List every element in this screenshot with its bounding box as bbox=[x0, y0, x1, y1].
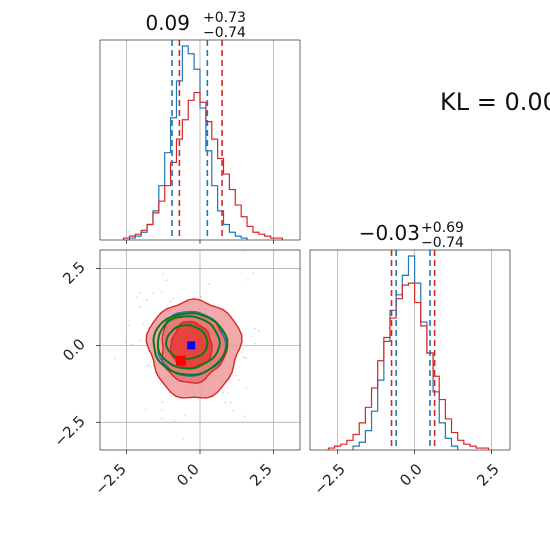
marginal-1-title-lower: −0.74 bbox=[203, 25, 246, 41]
joint-scatter-point bbox=[245, 387, 248, 390]
joint-scatter-point bbox=[243, 250, 246, 252]
joint-scatter-point bbox=[234, 374, 237, 377]
joint-scatter-point bbox=[250, 335, 253, 338]
joint-scatter-point bbox=[139, 305, 142, 308]
joint-scatter-point bbox=[200, 295, 202, 298]
joint-scatter-point bbox=[243, 356, 245, 359]
joint-xtick-label-1: −2.5 bbox=[91, 460, 129, 498]
joint-scatter-point bbox=[300, 347, 302, 349]
marginal-2-xtick-label-3: 2.5 bbox=[473, 460, 503, 490]
joint-scatter-point bbox=[184, 496, 186, 498]
joint-scatter-point bbox=[246, 278, 249, 281]
joint-scatter-point bbox=[171, 297, 174, 300]
marginal-1-title-upper: +0.73 bbox=[203, 10, 246, 26]
marginal-2-title-lower: −0.74 bbox=[421, 235, 464, 251]
joint-scatter-point bbox=[182, 437, 184, 440]
joint-xtick-label-3: 2.5 bbox=[246, 460, 276, 490]
joint-scatter-point bbox=[227, 379, 230, 382]
joint-green-contour-2 bbox=[165, 324, 209, 361]
joint-scatter-point bbox=[125, 365, 128, 368]
joint-scatter-point bbox=[229, 401, 232, 404]
joint-scatter-point bbox=[161, 291, 163, 294]
joint-scatter-point bbox=[173, 420, 176, 422]
joint-scatter-point bbox=[114, 357, 116, 360]
joint-scatter-point bbox=[207, 283, 210, 286]
marginal-1-histogram-red bbox=[122, 91, 283, 240]
joint-scatter-point bbox=[243, 415, 246, 418]
joint-scatter-point bbox=[139, 339, 142, 342]
marginal-1-histograms bbox=[122, 45, 283, 240]
joint-scatter-point bbox=[127, 324, 129, 327]
marginal-1-quantile-lines bbox=[171, 40, 223, 240]
joint-scatter-point bbox=[257, 329, 260, 332]
joint-scatter-point bbox=[224, 401, 227, 404]
joint-scatter-point bbox=[151, 292, 154, 295]
joint-scatter-point bbox=[232, 409, 235, 412]
marginal-panel-2: −0.03 +0.69 −0.74 −2.5 0.0 2.5 bbox=[309, 220, 511, 499]
marginal-1-ticks bbox=[126, 240, 274, 244]
joint-scatter-point bbox=[136, 296, 138, 299]
joint-scatter-point bbox=[161, 417, 163, 420]
kl-annotation: KL = 0.00 bbox=[440, 88, 550, 116]
joint-scatter-point bbox=[124, 340, 127, 343]
joint-ytick-label-3: −2.5 bbox=[50, 412, 88, 450]
joint-scatter-point bbox=[238, 379, 240, 381]
marginal-2-frame bbox=[309, 249, 511, 451]
joint-scatter-point bbox=[146, 364, 149, 366]
joint-scatter-point bbox=[240, 351, 243, 354]
joint-scatter-point bbox=[165, 279, 168, 282]
marginal-2-histograms bbox=[327, 255, 490, 450]
joint-scatter-point bbox=[148, 364, 151, 367]
joint-scatter-point bbox=[162, 273, 164, 276]
joint-green-contour-0 bbox=[152, 312, 229, 376]
joint-scatter-point bbox=[245, 357, 247, 360]
joint-scatter-point bbox=[130, 343, 133, 346]
joint-xtick-label-2: 0.0 bbox=[173, 460, 203, 490]
marginal-2-quantile-lines bbox=[390, 250, 436, 450]
joint-scatter-point bbox=[227, 392, 230, 395]
marginal-2-histogram-red bbox=[327, 282, 490, 450]
joint-scatter-point bbox=[169, 300, 171, 303]
joint-scatter-point bbox=[252, 272, 255, 275]
marginal-1-title-median: 0.09 bbox=[145, 11, 190, 35]
joint-green-contour-1 bbox=[157, 315, 221, 370]
joint-markers bbox=[175, 341, 196, 366]
joint-panel: −2.5 0.0 2.5 2.5 0.0 −2.5 bbox=[50, 249, 302, 499]
joint-scatter-point bbox=[142, 322, 144, 325]
marginal-2-histogram-blue bbox=[352, 255, 459, 450]
joint-scatter-point bbox=[140, 421, 143, 424]
joint-ytick-label-1: 2.5 bbox=[59, 258, 89, 288]
joint-scatter-point bbox=[139, 291, 142, 294]
marginal-2-xtick-label-1: −2.5 bbox=[310, 460, 348, 498]
joint-marker-blue bbox=[187, 341, 196, 350]
joint-scatter-point bbox=[222, 391, 225, 394]
joint-scatter-point bbox=[254, 327, 257, 330]
marginal-2-ticks bbox=[337, 450, 492, 454]
marginal-2-title-median: −0.03 bbox=[359, 221, 420, 245]
marginal-1-histogram-blue bbox=[128, 45, 248, 240]
joint-marker-red bbox=[175, 355, 186, 366]
joint-scatter-point bbox=[183, 414, 186, 417]
joint-scatter-point bbox=[253, 342, 256, 345]
joint-ticks bbox=[96, 268, 274, 454]
marginal-panel-1: 0.09 +0.73 −0.74 bbox=[99, 10, 301, 244]
joint-scatter-point bbox=[161, 400, 164, 403]
joint-ytick-label-2: 0.0 bbox=[59, 335, 89, 365]
joint-scatter-point bbox=[161, 409, 164, 412]
marginal-2-title-upper: +0.69 bbox=[421, 220, 464, 236]
joint-scatter-point bbox=[146, 298, 148, 301]
joint-scatter-point bbox=[145, 408, 147, 411]
joint-scatter-point bbox=[57, 305, 59, 307]
marginal-2-xtick-label-2: 0.0 bbox=[396, 460, 426, 490]
